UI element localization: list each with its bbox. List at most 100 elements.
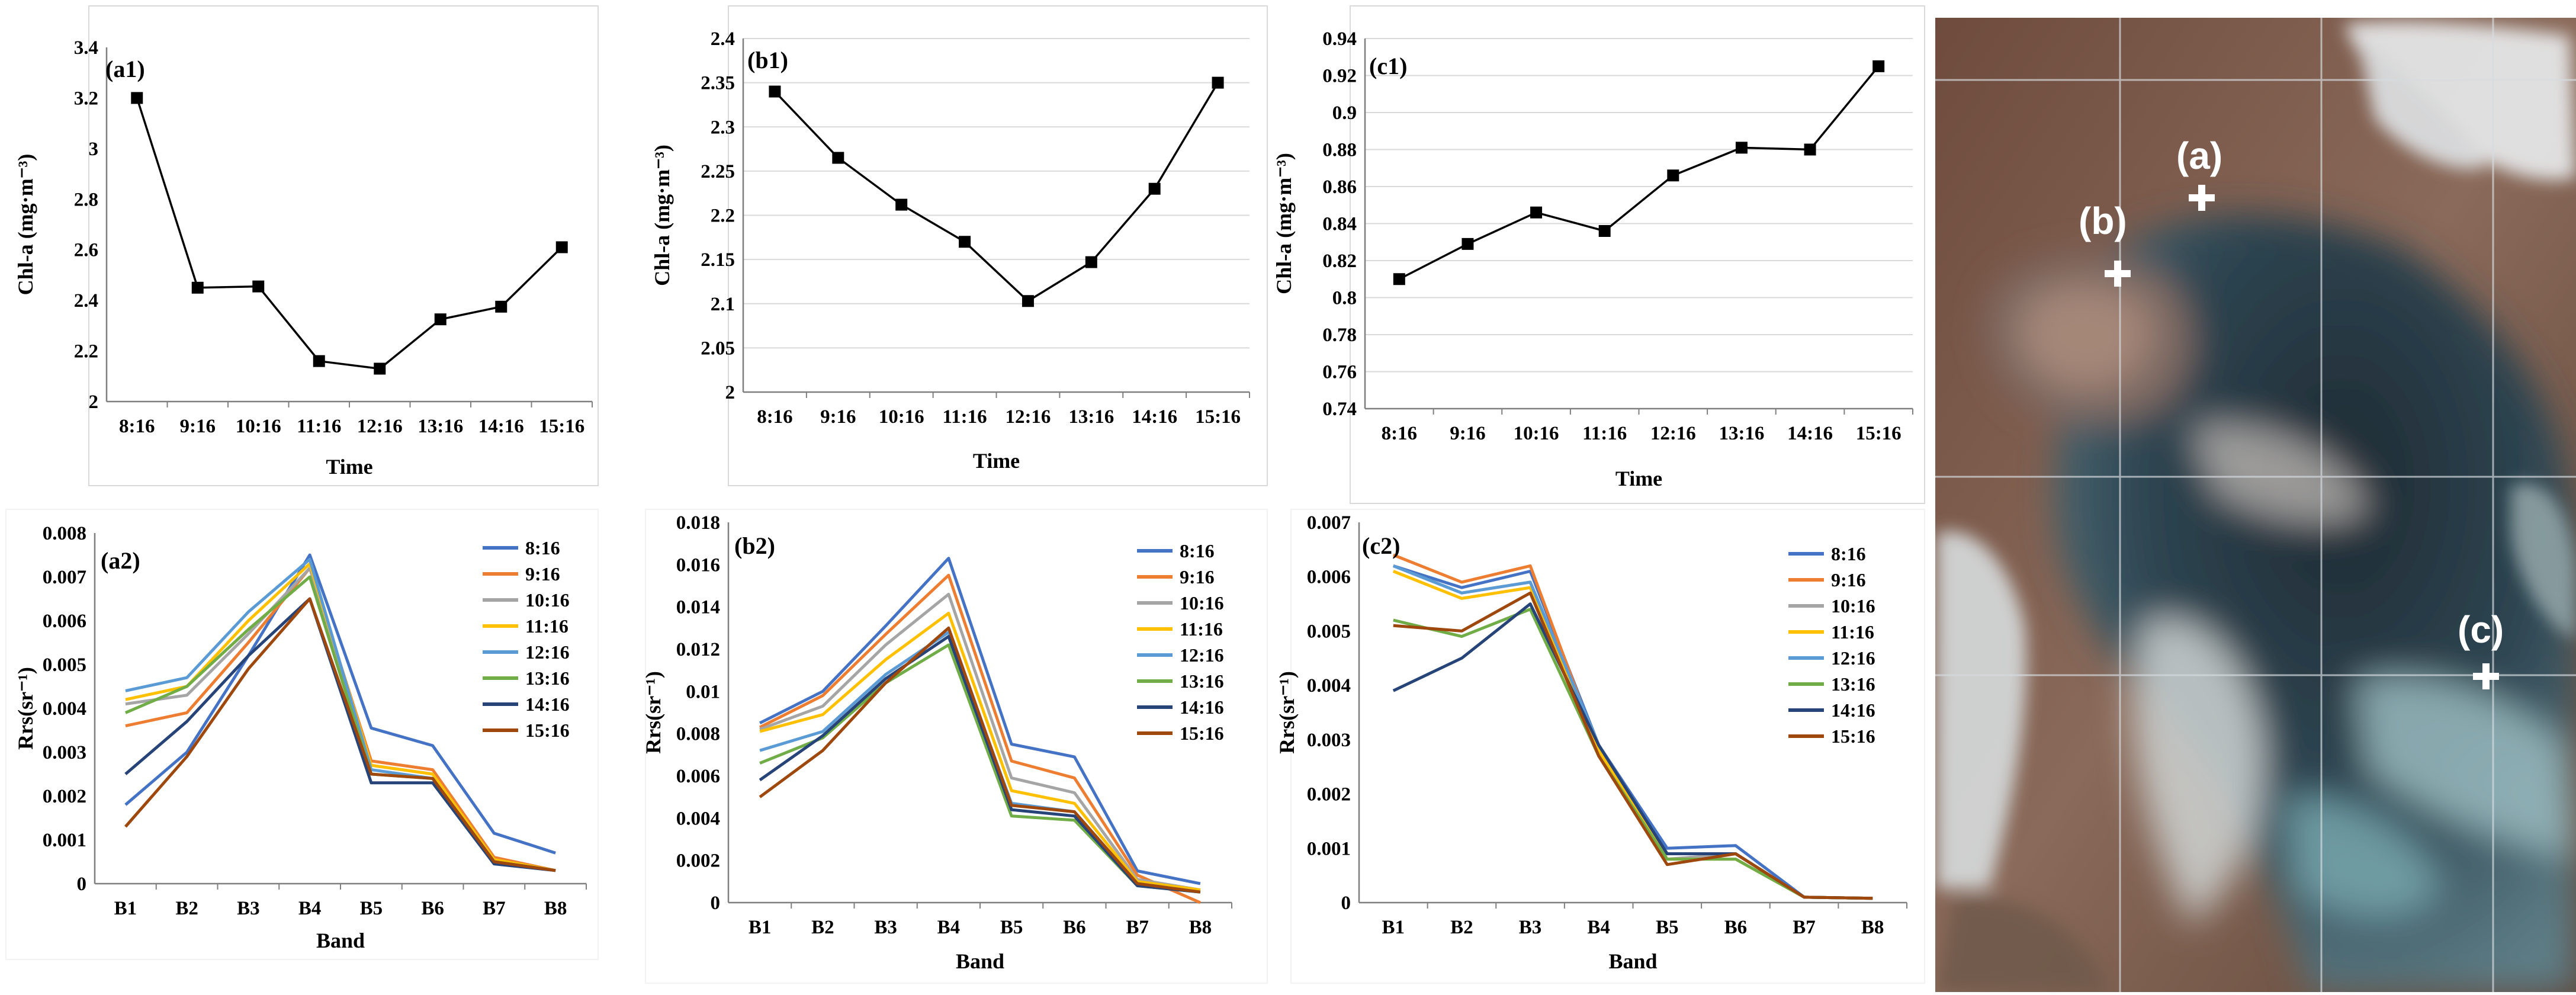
data-point — [832, 152, 844, 164]
panel-label: (a2) — [101, 547, 140, 574]
x-tick-label: 14:16 — [1132, 406, 1177, 428]
x-tick-label: 14:16 — [478, 416, 524, 437]
y-tick-label: 2 — [725, 382, 735, 403]
panel-label: (b2) — [734, 532, 775, 559]
chart-b1: 2 2.05 2.1 2.15 2.2 2.25 2.3 2.35 2.4 8:16 9:16 10:… — [650, 5, 1268, 486]
y-tick-label: 2.4 — [74, 290, 98, 312]
series-line-916 — [759, 573, 1201, 904]
cross-marker-icon — [2189, 185, 2215, 211]
x-tick-label: 8:16 — [1382, 423, 1418, 444]
x-tick-label: 10:16 — [879, 406, 924, 428]
y-tick-label: 0.008 — [43, 523, 86, 544]
x-tick-label: B4 — [298, 898, 322, 919]
y-tick-label: 2.15 — [701, 249, 735, 271]
x-tick-label: B1 — [749, 917, 772, 938]
legend-entry: 14:16 — [525, 694, 570, 715]
data-point — [769, 85, 781, 98]
legend-entry: 8:16 — [1180, 540, 1215, 561]
cross-marker-icon — [2473, 663, 2499, 689]
y-tick-label: 0.88 — [1322, 140, 1357, 161]
x-tick-label: 11:16 — [297, 416, 341, 437]
y-tick-label: 0.74 — [1322, 399, 1357, 420]
y-tick-label: 0.78 — [1322, 325, 1357, 346]
panel-label: (a1) — [105, 56, 145, 82]
y-axis-label: Chl-a (mg·m⁻³) — [650, 145, 674, 286]
x-tick-label: 15:16 — [1195, 406, 1241, 428]
y-tick-label: 2.2 — [74, 341, 98, 362]
chart-frame — [1350, 5, 1925, 504]
y-axis-label: Chl-a (mg·m⁻³) — [1272, 153, 1296, 294]
series-line-1516 — [124, 597, 556, 872]
series-line-1116 — [759, 611, 1201, 892]
y-tick-label: 0.92 — [1322, 66, 1357, 87]
y-tick-label: 0 — [711, 893, 721, 914]
y-tick-label: 0.004 — [1307, 675, 1351, 696]
y-tick-label: 2.3 — [711, 117, 735, 138]
y-tick-label: 0 — [1341, 893, 1351, 914]
x-axis-label: Time — [1615, 467, 1662, 490]
y-tick-label: 0.008 — [676, 724, 720, 745]
x-tick-label: 12:16 — [1005, 406, 1051, 428]
x-tick-label: B4 — [1587, 917, 1610, 938]
y-tick-label: 2.05 — [701, 338, 735, 359]
y-tick-label: 2 — [89, 391, 99, 413]
marker-c: (c) — [2458, 608, 2504, 689]
data-point — [1804, 143, 1816, 156]
y-tick-label: 3.4 — [74, 37, 98, 59]
chart-c1: 0.74 0.76 0.78 0.8 0.82 0.84 0.86 0.88 0.9 0.92 0.… — [1272, 5, 1925, 504]
x-tick-label: 9:16 — [1450, 423, 1486, 444]
marker-b: (b) — [2079, 200, 2131, 287]
x-tick-label: 13:16 — [1068, 406, 1114, 428]
x-tick-label: B5 — [1000, 917, 1023, 938]
data-point — [1530, 206, 1543, 219]
data-point — [1085, 256, 1097, 268]
panel-label: (c2) — [1362, 532, 1400, 559]
legend-entry: 12:16 — [525, 641, 570, 663]
data-point — [313, 355, 325, 367]
y-tick-label: 0.016 — [676, 554, 720, 576]
x-tick-label: B2 — [175, 898, 198, 919]
series-line-1516 — [759, 626, 1201, 894]
y-tick-label: 0.86 — [1322, 176, 1357, 198]
chart-a2: 0 0.001 0.002 0.003 0.004 0.005 0.006 0.007 0.00… — [5, 509, 599, 960]
x-tick-label: 10:16 — [1514, 423, 1559, 444]
x-axis-label: Band — [956, 949, 1004, 973]
data-point — [1148, 182, 1161, 195]
x-tick-label: 15:16 — [1856, 423, 1902, 444]
panel-label: (b1) — [747, 47, 788, 73]
chart-panels: 2 2.2 2.4 2.6 2.8 3 3.2 3.4 8:16 9:16 10:16 11:16 12… — [5, 5, 1925, 984]
y-tick-label: 0.001 — [1307, 838, 1351, 859]
data-point — [1667, 169, 1679, 182]
y-tick-label: 0.005 — [1307, 621, 1351, 642]
legend-entry: 15:16 — [1180, 723, 1224, 744]
legend-entry: 12:16 — [1831, 647, 1875, 669]
y-tick-label: 0.004 — [43, 698, 86, 720]
marker-a: (a) — [2176, 134, 2222, 211]
y-tick-label: 0.002 — [1307, 784, 1351, 805]
x-tick-label: 12:16 — [357, 416, 403, 437]
x-tick-label: B4 — [937, 917, 961, 938]
x-tick-label: B3 — [1519, 917, 1542, 938]
x-tick-label: B7 — [1793, 917, 1816, 938]
series-line — [136, 97, 563, 370]
y-tick-label: 0.003 — [43, 742, 86, 763]
data-point — [1598, 225, 1611, 237]
y-tick-label: 0.002 — [676, 850, 720, 872]
y-tick-label: 3.2 — [74, 88, 98, 109]
x-tick-label: B5 — [360, 898, 383, 919]
legend-entry: 11:16 — [525, 615, 568, 637]
legend-entry: 12:16 — [1180, 644, 1224, 666]
y-tick-label: 0.82 — [1322, 251, 1357, 272]
y-tick-label: 0.007 — [43, 567, 86, 588]
series-line-816 — [124, 553, 556, 855]
x-tick-label: 12:16 — [1650, 423, 1696, 444]
y-tick-label: 0 — [77, 874, 87, 895]
x-tick-label: B3 — [237, 898, 260, 919]
legend-entry: 15:16 — [1831, 726, 1875, 747]
legend-entry: 14:16 — [1180, 696, 1224, 718]
y-tick-label: 0.004 — [676, 808, 720, 829]
legend-entry: 13:16 — [525, 667, 570, 689]
y-tick-label: 0.006 — [676, 766, 720, 787]
x-axis-label: Time — [326, 455, 372, 479]
x-axis-label: Band — [316, 929, 365, 952]
